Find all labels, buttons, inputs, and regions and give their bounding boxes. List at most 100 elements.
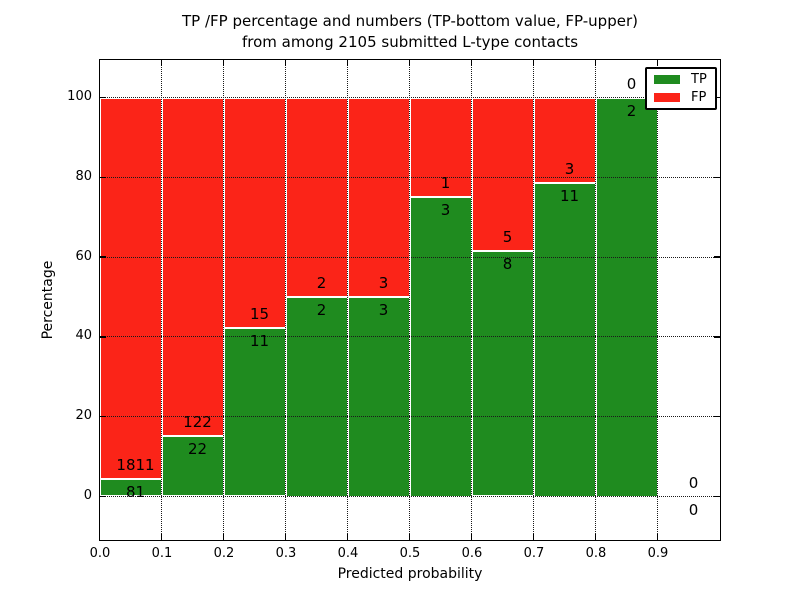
v-gridline <box>161 59 162 540</box>
tp-count-label: 3 <box>440 201 451 220</box>
y-tick-mark <box>99 495 106 498</box>
x-tick-mark <box>222 59 225 66</box>
fp-bar-segment <box>161 97 224 436</box>
y-tick-mark <box>713 415 720 418</box>
v-gridline <box>285 59 286 540</box>
fp-count-label: 5 <box>502 227 513 246</box>
v-gridline <box>533 59 534 540</box>
legend-row: FP <box>654 91 707 104</box>
fp-count-label: 3 <box>564 160 575 178</box>
x-tick-label: 0.5 <box>399 546 421 561</box>
tp-count-label: 11 <box>559 187 580 205</box>
tp-count-label: 2 <box>626 101 637 120</box>
x-tick-mark <box>346 59 349 66</box>
chart-title: TP /FP percentage and numbers (TP-bottom… <box>100 11 720 53</box>
v-gridline <box>409 59 410 540</box>
y-tick-label: 60 <box>75 248 92 264</box>
y-tick-mark <box>713 176 720 179</box>
tp-bar-segment <box>223 327 286 497</box>
fp-count-label: 0 <box>626 74 637 93</box>
x-tick-mark <box>222 533 225 540</box>
fp-legend-swatch <box>654 93 680 102</box>
y-tick-label: 40 <box>75 328 92 344</box>
y-tick-mark <box>99 96 106 99</box>
tp-bar-segment <box>161 435 224 497</box>
x-tick-mark <box>470 59 473 66</box>
x-tick-label: 0.8 <box>585 546 607 561</box>
x-tick-mark <box>284 59 287 66</box>
x-tick-label: 0.0 <box>89 546 111 561</box>
fp-count-label: 1811 <box>116 456 155 475</box>
tp-bar-segment <box>409 197 472 497</box>
tp-bar-segment <box>533 183 596 497</box>
x-tick-mark <box>408 533 411 540</box>
x-tick-mark <box>532 533 535 540</box>
x-tick-mark <box>160 59 163 66</box>
plot-area: 1811 81 122 22 15 11 2 2 3 3 1 3 5 8 3 11 0 2 0 0 <box>98 58 721 541</box>
v-gridline <box>471 59 472 540</box>
y-axis-label: Percentage <box>40 260 56 340</box>
x-tick-mark <box>470 533 473 540</box>
y-tick-label: 100 <box>67 89 92 104</box>
fp-count-label: 1 <box>440 174 451 193</box>
fp-count-label: 122 <box>183 412 212 431</box>
x-tick-label: 0.1 <box>151 546 173 561</box>
x-tick-mark <box>408 59 411 66</box>
y-tick-mark <box>713 495 720 498</box>
tp-bar-segment <box>347 297 410 497</box>
fp-bar-segment <box>285 97 348 297</box>
tp-legend-swatch <box>654 75 680 84</box>
fp-bar-segment <box>99 97 162 480</box>
v-gridline <box>657 59 658 540</box>
fp-bar-segment <box>409 97 472 198</box>
x-tick-mark <box>98 59 101 66</box>
v-gridline <box>347 59 348 540</box>
x-tick-mark <box>656 533 659 540</box>
y-tick-mark <box>99 336 106 338</box>
tp-bar-segment <box>285 297 348 497</box>
fp-count-label: 3 <box>378 274 389 292</box>
tp-bar-segment <box>595 97 658 497</box>
tp-count-label: 11 <box>249 331 270 350</box>
legend-label: FP <box>691 90 707 105</box>
x-tick-mark <box>98 533 101 540</box>
chart-title-line1: TP /FP percentage and numbers (TP-bottom… <box>182 12 638 30</box>
x-axis-label: Predicted probability <box>337 566 483 582</box>
fp-count-label: 0 <box>688 473 699 492</box>
tp-count-label: 81 <box>125 483 146 502</box>
fp-bar-segment <box>347 97 410 297</box>
fp-count-label: 15 <box>249 304 270 323</box>
chart-title-line2: from among 2105 submitted L-type contact… <box>241 33 579 51</box>
v-gridline <box>595 59 596 540</box>
x-tick-label: 0.4 <box>337 546 359 561</box>
x-tick-label: 0.7 <box>523 546 545 561</box>
v-gridline <box>223 59 224 540</box>
x-tick-label: 0.6 <box>461 546 483 561</box>
tp-bar-segment <box>471 250 534 497</box>
x-tick-label: 0.9 <box>647 546 669 561</box>
x-tick-mark <box>532 59 535 66</box>
x-tick-mark <box>346 533 349 540</box>
y-tick-mark <box>99 415 106 418</box>
tp-count-label: 22 <box>187 439 208 458</box>
tp-count-label: 3 <box>378 301 389 319</box>
y-tick-mark <box>99 256 106 258</box>
y-tick-mark <box>99 176 106 179</box>
x-tick-mark <box>284 533 287 540</box>
fp-bar-segment <box>223 97 286 328</box>
x-tick-mark <box>160 533 163 540</box>
x-tick-label: 0.3 <box>275 546 297 561</box>
y-tick-label: 80 <box>75 168 92 184</box>
y-tick-mark <box>713 256 720 258</box>
tp-count-label: 0 <box>688 500 699 519</box>
y-tick-label: 0 <box>83 488 92 503</box>
legend-label: TP <box>691 72 707 87</box>
x-tick-label: 0.2 <box>213 546 235 561</box>
fp-count-label: 2 <box>316 274 327 292</box>
x-tick-mark <box>594 533 597 540</box>
x-tick-mark <box>594 59 597 66</box>
x-tick-mark <box>656 59 659 66</box>
legend: TP FP <box>645 67 717 110</box>
y-tick-mark <box>713 336 720 338</box>
